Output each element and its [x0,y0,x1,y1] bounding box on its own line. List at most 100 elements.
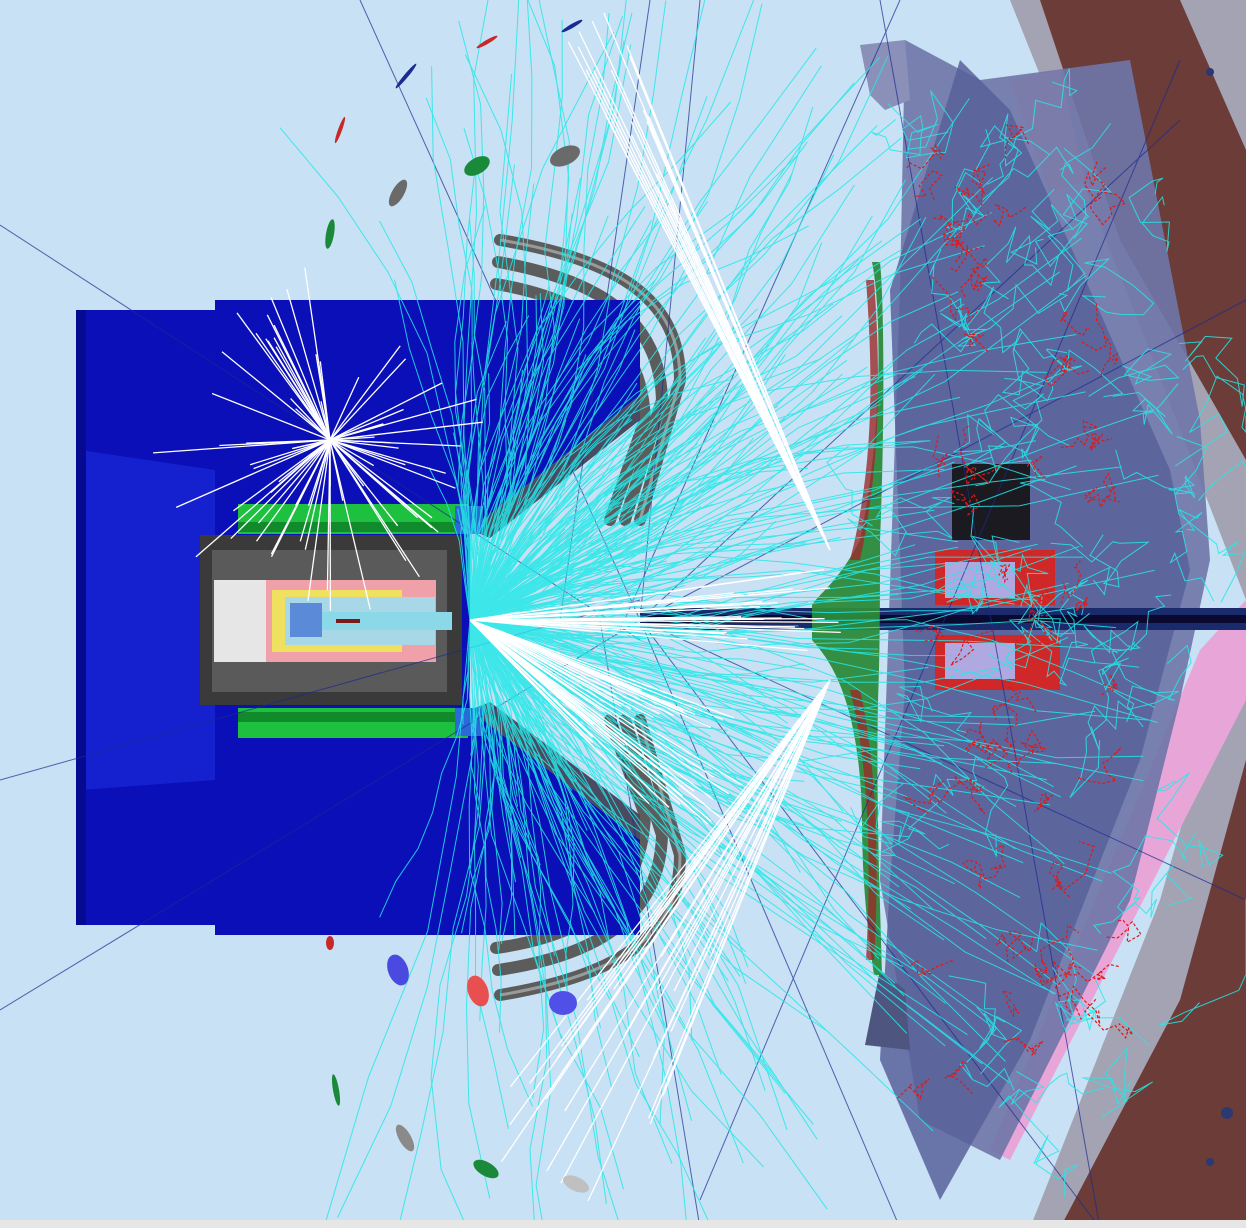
white-track [329,439,407,562]
cyan-track [469,16,623,621]
bolt [1206,68,1214,76]
cyan-track [469,619,905,997]
cyan-track [913,283,1069,353]
cyan-track [469,235,704,621]
white-track [233,439,331,512]
beam-pipe-inner [322,612,452,630]
white-track [617,127,831,551]
red-shower [932,435,949,478]
cyan-track [469,474,1159,621]
white-track [545,679,831,1100]
red-shower [1089,191,1127,226]
white-track [469,601,778,621]
red-shower [951,211,991,246]
tracker-core [290,603,322,637]
cyan-track [1069,657,1129,798]
white-track [267,340,331,441]
cyan-track [469,12,633,621]
bolt [1221,1107,1233,1119]
cyan-track [469,206,646,621]
red-shower [954,185,983,206]
red-shower [914,624,946,642]
cyan-track [469,555,545,621]
cyan-track [1168,476,1246,603]
cyan-track [979,113,1050,202]
hardware-lavender-bottom [945,643,1015,679]
cyan-track [469,619,818,1140]
cyan-track [469,164,515,621]
cyan-track [469,619,622,1228]
red-shower [1077,747,1122,785]
white-track [469,619,660,715]
interaction-point [336,619,360,623]
red-shower [949,488,981,516]
white-track [236,312,331,441]
white-track [255,439,331,542]
white-track [649,679,831,1125]
white-track [329,421,483,441]
white-track [153,439,331,454]
red-shower [1083,161,1107,200]
red-shower [1003,1036,1044,1056]
white-track [709,679,831,958]
white-track [290,398,331,441]
cyan-track [431,66,471,621]
cyan-track [958,535,1006,612]
cyan-track [469,619,762,750]
cyan-track [469,619,778,1078]
cyan-track [394,279,471,621]
cyan-track [469,177,581,621]
white-track [211,392,331,441]
cyan-track [469,374,896,621]
cyan-track [469,485,613,621]
white-track [469,619,594,737]
red-shower [931,214,955,241]
cyan-track [953,393,1070,453]
cyan-track [469,215,609,621]
cyan-track [469,619,722,1075]
red-shower [962,859,983,889]
marker-green [331,1074,341,1106]
cyan-track [279,127,471,621]
white-track [266,314,331,441]
cyan-track [469,555,1038,621]
cyan-track [469,201,709,621]
cyan-track [1012,327,1124,402]
red-shower [1070,984,1101,1025]
barrel-shade [80,450,215,790]
red-shower [959,425,977,480]
white-track [656,679,831,991]
cyan-track [1092,833,1197,934]
cyan-track [469,619,563,1040]
red-shower [1088,431,1113,452]
marker-navy [395,63,417,89]
white-track [698,679,831,972]
cyan-track [469,619,519,807]
cyan-track [469,465,1077,621]
cyan-track [1082,1045,1153,1118]
red-shower [931,276,981,323]
hardware-lavender-top [945,562,1015,598]
white-track [329,439,446,474]
red-shower [1059,312,1090,336]
white-track [469,619,730,795]
white-track [299,439,331,542]
cyan-track [970,507,1089,620]
cyan-track [986,68,1078,185]
red-shower [992,702,1018,761]
red-shower [963,333,988,352]
cyan-track [469,466,1122,621]
white-track [329,439,399,527]
cyan-track [469,373,843,621]
cyan-track [469,526,958,621]
cyan-track [1061,122,1113,239]
cyan-track [469,176,994,621]
red-shower [966,778,986,815]
cyan-track [469,619,968,1036]
cyan-track [887,90,954,159]
cyan-track [469,293,545,621]
cyan-track [1128,177,1170,252]
red-shower [966,246,988,292]
